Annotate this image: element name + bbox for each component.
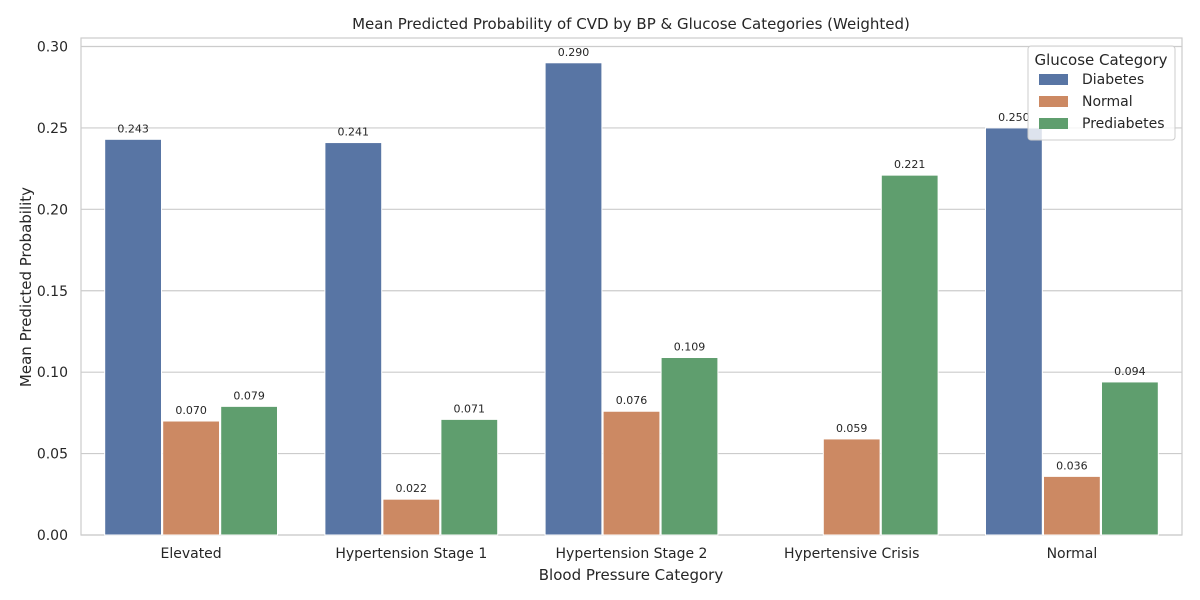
bar-value-label: 0.109 bbox=[674, 341, 706, 354]
bar-value-label: 0.022 bbox=[396, 482, 428, 495]
legend-box bbox=[1027, 45, 1176, 141]
y-tick-label: 0.30 bbox=[37, 40, 68, 56]
bar-value-label: 0.070 bbox=[175, 404, 207, 417]
legend-items: Diabetes Normal Prediabetes bbox=[1039, 72, 1165, 132]
x-tick-label: Elevated bbox=[160, 546, 221, 562]
y-axis-ticks: 0.00 0.05 0.10 0.15 0.20 0.25 0.30 bbox=[37, 40, 68, 545]
legend-swatch-prediabetes bbox=[1039, 118, 1068, 129]
bar-value-label: 0.250 bbox=[998, 111, 1030, 124]
legend: Glucose Category Diabetes Normal Prediabet… bbox=[1027, 45, 1176, 141]
y-axis-title: Mean Predicted Probability bbox=[17, 187, 35, 387]
legend-label: Normal bbox=[1082, 94, 1133, 110]
y-tick-label: 0.00 bbox=[37, 528, 68, 544]
bar-prediabetes bbox=[880, 174, 939, 536]
bar-normal bbox=[162, 420, 220, 536]
bar-value-label: 0.241 bbox=[338, 126, 370, 139]
bar-prediabetes bbox=[1101, 381, 1159, 536]
y-tick-label: 0.25 bbox=[37, 121, 68, 137]
legend-swatch-diabetes bbox=[1039, 74, 1068, 85]
chart-title: Mean Predicted Probability of CVD by BP … bbox=[352, 15, 910, 33]
x-axis-ticks: Elevated Hypertension Stage 1 Hypertension… bbox=[160, 546, 1097, 562]
bar-normal bbox=[822, 438, 881, 536]
legend-swatch-normal bbox=[1039, 96, 1068, 107]
bar-normal bbox=[602, 410, 661, 536]
bar-normal bbox=[382, 498, 441, 536]
y-tick-label: 0.15 bbox=[37, 284, 68, 300]
bar-diabetes bbox=[544, 62, 603, 536]
bar-value-label: 0.079 bbox=[233, 389, 265, 402]
bar-normal bbox=[1043, 475, 1101, 536]
bar-value-label: 0.290 bbox=[558, 46, 590, 59]
y-tick-label: 0.05 bbox=[37, 447, 68, 463]
bar-labels: 0.243 0.070 0.079 0.241 0.022 0.071 0.290 0.076… bbox=[117, 46, 1145, 495]
legend-title: Glucose Category bbox=[1034, 51, 1167, 69]
y-tick-label: 0.20 bbox=[37, 202, 68, 218]
bar-prediabetes bbox=[220, 405, 278, 536]
bar-value-label: 0.059 bbox=[836, 422, 868, 435]
x-tick-label: Hypertension Stage 2 bbox=[556, 546, 708, 562]
bar-diabetes bbox=[985, 127, 1043, 536]
bar-value-label: 0.243 bbox=[117, 122, 149, 135]
legend-label: Diabetes bbox=[1082, 72, 1144, 88]
bar-value-label: 0.036 bbox=[1056, 459, 1088, 472]
bar-prediabetes bbox=[440, 418, 499, 536]
legend-label: Prediabetes bbox=[1082, 116, 1165, 132]
bar-diabetes bbox=[324, 142, 383, 536]
bar-value-label: 0.076 bbox=[616, 394, 648, 407]
x-tick-label: Hypertension Stage 1 bbox=[335, 546, 487, 562]
x-tick-label: Normal bbox=[1047, 546, 1098, 562]
y-tick-label: 0.10 bbox=[37, 365, 68, 381]
bar-value-label: 0.221 bbox=[894, 158, 926, 171]
x-axis-title: Blood Pressure Category bbox=[539, 566, 724, 584]
x-tick-label: Hypertensive Crisis bbox=[784, 546, 919, 562]
bar-value-label: 0.071 bbox=[454, 402, 486, 415]
bars bbox=[104, 62, 1159, 536]
bar-value-label: 0.094 bbox=[1114, 365, 1146, 378]
bar-diabetes bbox=[104, 138, 162, 536]
bar-prediabetes bbox=[660, 357, 719, 536]
